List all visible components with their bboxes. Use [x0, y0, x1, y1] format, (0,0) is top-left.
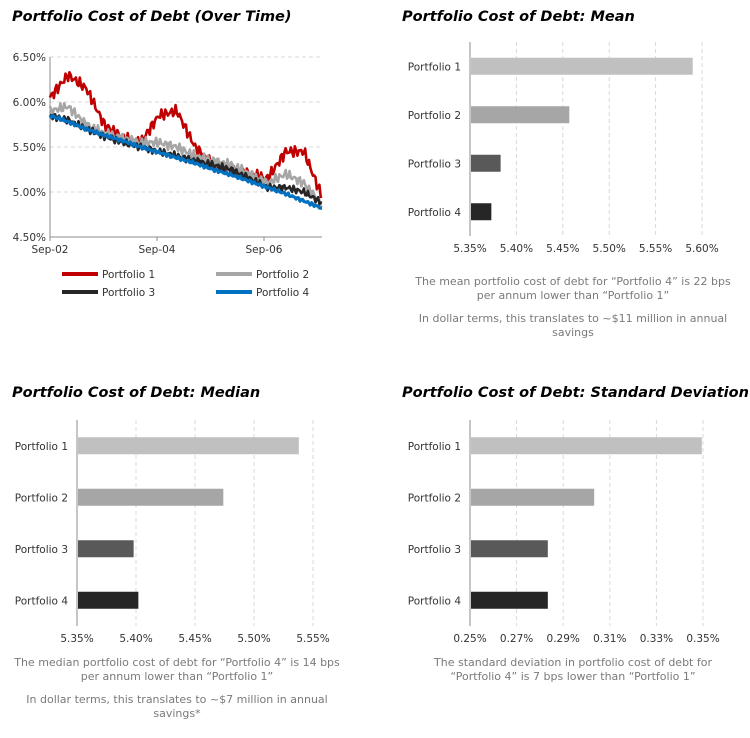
stdev-note: The standard deviation in portfolio cost…: [408, 656, 738, 693]
x-tick-label: 5.45%: [178, 633, 211, 645]
mean-note-text: The mean portfolio cost of debt for “Por…: [415, 275, 731, 302]
stdev-note-text: The standard deviation in portfolio cost…: [434, 656, 712, 683]
legend-label-2: Portfolio 2: [256, 269, 309, 281]
bar-4: [78, 591, 139, 609]
mean-note-dollars: In dollar terms, this translates to ~$11…: [418, 312, 728, 339]
mean-note: The mean portfolio cost of debt for “Por…: [408, 275, 738, 349]
bar-4: [471, 591, 548, 609]
stdev-chart-title: Portfolio Cost of Debt: Standard Deviati…: [402, 385, 749, 401]
line-chart-title: Portfolio Cost of Debt (Over Time): [12, 9, 292, 25]
x-tick-label: 5.50%: [593, 243, 626, 255]
x-tick-label: 5.60%: [685, 243, 718, 255]
x-tick-label: Sep-04: [139, 244, 176, 256]
category-label: Portfolio 1: [408, 61, 461, 73]
x-tick-label: 0.29%: [547, 633, 580, 645]
y-tick-label: 5.00%: [13, 187, 46, 199]
bar-3: [471, 540, 548, 558]
series-line-1: [48, 70, 323, 199]
legend-label-4: Portfolio 4: [256, 287, 310, 299]
category-label: Portfolio 3: [408, 158, 461, 170]
x-tick-label: 5.35%: [60, 633, 93, 645]
y-tick-label: 5.50%: [13, 142, 46, 154]
median-bar-chart: 5.35% 5.40% 5.45% 5.50% 5.55% Portfolio 1 Port…: [15, 420, 330, 645]
category-label: Portfolio 3: [408, 544, 461, 556]
median-note-text: The median portfolio cost of debt for “P…: [14, 656, 340, 683]
bar-4: [471, 203, 492, 221]
y-tick-label: 6.50%: [13, 52, 46, 64]
category-label: Portfolio 4: [408, 595, 462, 607]
x-tick-label: 5.40%: [119, 633, 152, 645]
series-line-4: [48, 113, 323, 210]
x-tick-label: Sep-02: [32, 244, 69, 256]
x-tick-label: Sep-06: [246, 244, 283, 256]
category-label: Portfolio 2: [15, 492, 68, 504]
stdev-bar-chart: 0.25% 0.27% 0.29% 0.31% 0.33% 0.35% Portfolio …: [408, 420, 720, 645]
x-tick-label: 5.45%: [546, 243, 579, 255]
x-tick-label: 0.35%: [686, 633, 719, 645]
bar-1: [471, 57, 693, 75]
y-tick-label: 4.50%: [13, 232, 46, 244]
y-tick-label: 6.00%: [13, 97, 46, 109]
mean-chart-title: Portfolio Cost of Debt: Mean: [402, 9, 635, 25]
line-chart: 4.50% 5.00% 5.50% 6.00% 6.50% Sep-02 Sep-04 Sep…: [13, 52, 323, 299]
mean-bar-chart: 5.35% 5.40% 5.45% 5.50% 5.55% 5.60% Portfolio …: [408, 42, 719, 255]
category-label: Portfolio 4: [408, 207, 462, 219]
category-label: Portfolio 2: [408, 492, 461, 504]
legend-label-3: Portfolio 3: [102, 287, 155, 299]
bar-3: [471, 154, 501, 172]
category-label: Portfolio 1: [15, 441, 68, 453]
category-label: Portfolio 2: [408, 110, 461, 122]
bar-2: [78, 488, 224, 506]
category-label: Portfolio 3: [15, 544, 68, 556]
x-tick-label: 5.50%: [237, 633, 270, 645]
category-label: Portfolio 1: [408, 441, 461, 453]
legend-label-1: Portfolio 1: [102, 269, 155, 281]
median-note-dollars: In dollar terms, this translates to ~$7 …: [26, 693, 328, 720]
median-chart-title: Portfolio Cost of Debt: Median: [12, 385, 261, 401]
x-tick-label: 0.31%: [593, 633, 626, 645]
x-tick-label: 0.25%: [453, 633, 486, 645]
x-tick-label: 0.27%: [500, 633, 533, 645]
bar-2: [471, 488, 595, 506]
bar-3: [78, 540, 134, 558]
x-tick-label: 5.55%: [639, 243, 672, 255]
x-tick-label: 5.35%: [453, 243, 486, 255]
bar-1: [471, 437, 702, 455]
bar-2: [471, 106, 570, 124]
x-tick-label: 0.33%: [640, 633, 673, 645]
bar-1: [78, 437, 299, 455]
x-tick-label: 5.40%: [500, 243, 533, 255]
category-label: Portfolio 4: [15, 595, 69, 607]
x-tick-label: 5.55%: [296, 633, 329, 645]
median-note: The median portfolio cost of debt for “P…: [12, 656, 342, 730]
